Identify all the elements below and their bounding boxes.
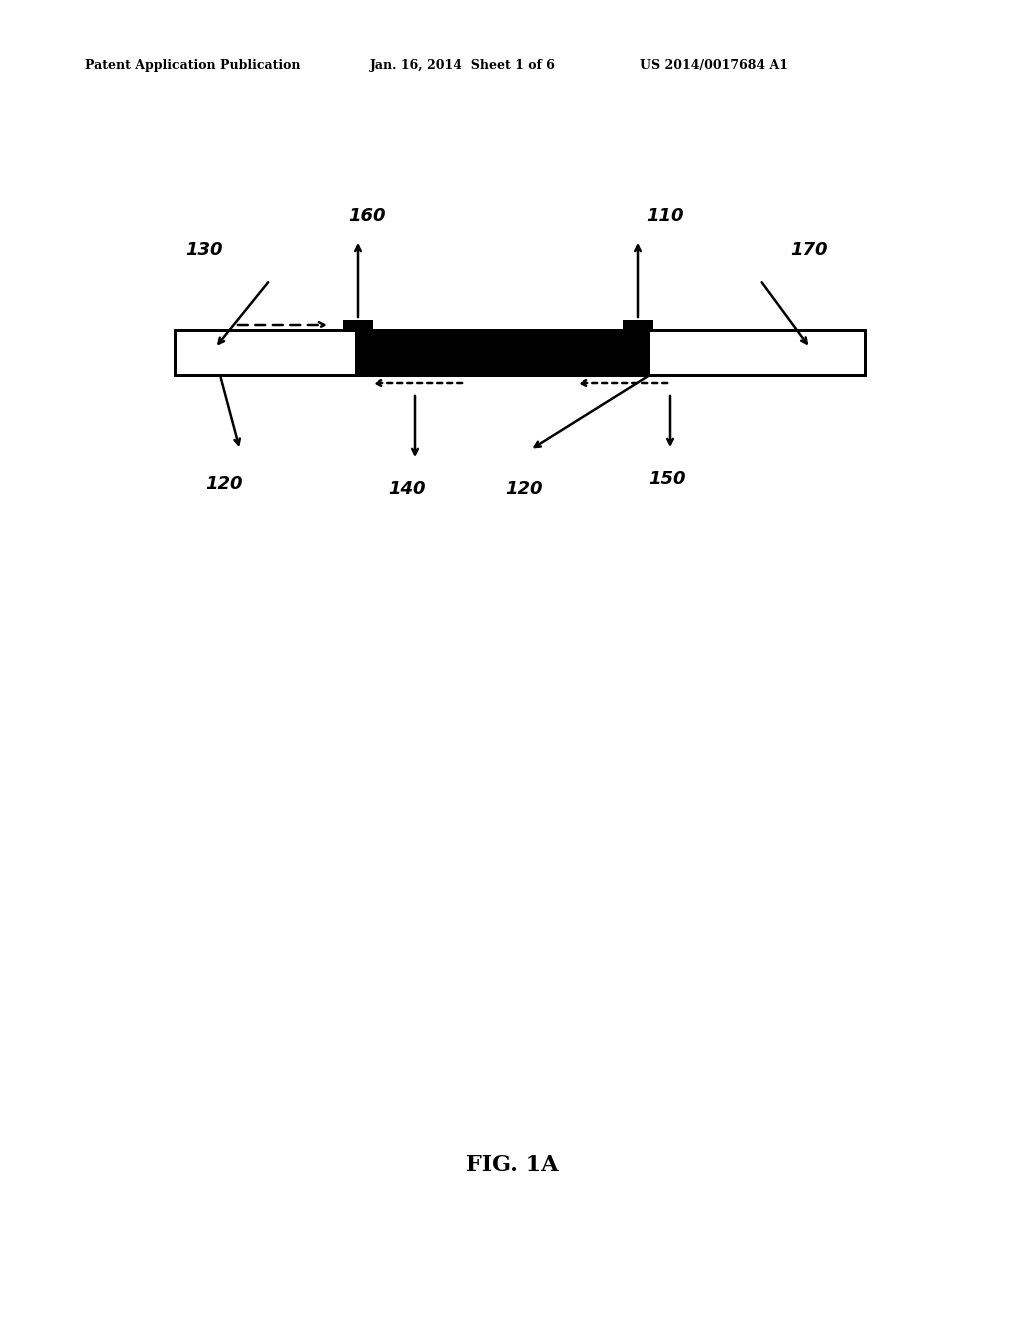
Text: 120: 120 (205, 475, 243, 492)
Bar (623, 319, 653, 330)
Text: 160: 160 (348, 207, 385, 224)
Text: Jan. 16, 2014  Sheet 1 of 6: Jan. 16, 2014 Sheet 1 of 6 (370, 58, 556, 71)
Bar (175, 330, 865, 375)
Text: 150: 150 (648, 470, 685, 488)
Text: Patent Application Publication: Patent Application Publication (85, 58, 300, 71)
Text: 130: 130 (185, 242, 222, 259)
Text: 170: 170 (790, 242, 827, 259)
Bar (355, 330, 650, 375)
Bar (343, 319, 373, 330)
Text: US 2014/0017684 A1: US 2014/0017684 A1 (640, 58, 788, 71)
Text: 110: 110 (646, 207, 683, 224)
Text: 140: 140 (388, 480, 426, 498)
Bar (175, 330, 865, 375)
Text: 120: 120 (505, 480, 543, 498)
Text: FIG. 1A: FIG. 1A (466, 1154, 558, 1176)
